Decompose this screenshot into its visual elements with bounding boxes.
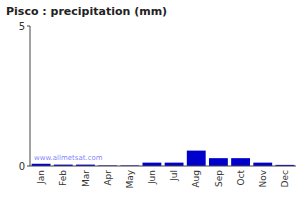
bars (32, 151, 295, 166)
x-axis (30, 166, 296, 167)
bar (231, 158, 250, 166)
x-tick-label: Jul (169, 170, 179, 182)
title: Pisco : precipitation (mm) (6, 5, 167, 18)
x-tick-label: Jan (36, 170, 46, 185)
bar (165, 163, 184, 166)
y-tick-label: 5 (19, 21, 25, 32)
x-tick-label: Mar (81, 170, 91, 187)
x-tick-label: May (125, 169, 135, 188)
y-tick-label: 0 (19, 161, 25, 172)
bar (209, 158, 228, 166)
bar (187, 151, 206, 166)
x-tick-label: Oct (236, 170, 246, 186)
y-tick (27, 166, 30, 167)
y-tick (27, 26, 30, 27)
bar (142, 163, 161, 166)
bar (253, 163, 272, 166)
x-tick-label: Feb (58, 170, 68, 186)
chart: Pisco : precipitation (mm) 0 5 Jan Feb Mar Apr… (0, 0, 306, 200)
x-tick-label: Dec (280, 170, 290, 187)
x-tick-label: Nov (258, 169, 268, 187)
watermark: www.allmetsat.com (34, 154, 103, 162)
y-axis (30, 26, 31, 166)
x-tick-label: Apr (103, 170, 113, 186)
x-tick-label: Aug (191, 170, 201, 188)
x-tick-label: Jun (147, 170, 157, 185)
x-tick-label: Sep (214, 170, 224, 187)
